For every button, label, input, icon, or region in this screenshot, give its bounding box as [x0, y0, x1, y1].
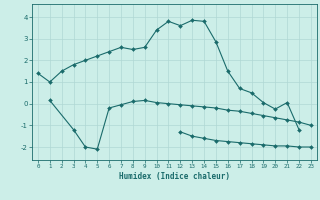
X-axis label: Humidex (Indice chaleur): Humidex (Indice chaleur): [119, 172, 230, 181]
